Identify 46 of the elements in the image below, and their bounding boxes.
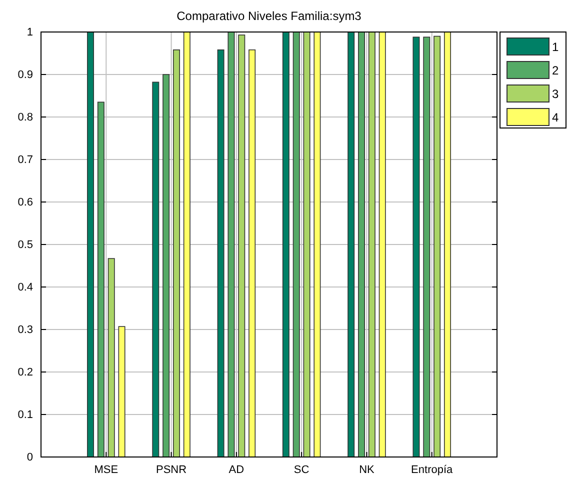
bar bbox=[162, 74, 170, 458]
y-tick-label: 0 bbox=[26, 452, 33, 464]
legend-label: 2 bbox=[552, 64, 559, 78]
y-tick-label: 0.4 bbox=[18, 282, 33, 294]
y-tick-label: 0.2 bbox=[18, 366, 33, 379]
legend-label: 4 bbox=[552, 110, 559, 124]
y-tick-label: 0.5 bbox=[18, 239, 33, 252]
legend-label: 3 bbox=[552, 87, 559, 101]
x-tick-label: PSNR bbox=[156, 464, 187, 476]
bar bbox=[423, 36, 430, 458]
x-tick-label: MSE bbox=[94, 464, 118, 476]
y-tick-label: 0.3 bbox=[18, 324, 33, 336]
chart-title: Comparativo Niveles Familia:sym3 bbox=[176, 9, 362, 23]
x-tick-label: SC bbox=[294, 464, 310, 476]
y-tick-label: 0.9 bbox=[18, 69, 33, 82]
bar bbox=[412, 36, 420, 458]
bar bbox=[108, 258, 115, 458]
bar bbox=[183, 32, 190, 458]
bar bbox=[238, 34, 246, 458]
bar bbox=[118, 326, 126, 458]
x-tick-label: NK bbox=[359, 464, 376, 476]
legend-label: 1 bbox=[552, 40, 559, 54]
bar bbox=[378, 32, 386, 458]
bar bbox=[248, 49, 256, 458]
bar bbox=[173, 49, 180, 458]
bar bbox=[228, 32, 235, 458]
bar bbox=[314, 32, 321, 458]
bar bbox=[282, 32, 290, 458]
bar bbox=[368, 32, 376, 458]
x-tick-label: AD bbox=[228, 464, 244, 476]
x-tick-label: Entropía bbox=[411, 464, 454, 476]
bar bbox=[358, 32, 365, 458]
y-tick-label: 0.8 bbox=[18, 112, 33, 124]
bar bbox=[434, 36, 441, 458]
bar bbox=[87, 32, 94, 458]
y-tick-label: 0.7 bbox=[18, 154, 33, 166]
bar bbox=[292, 32, 300, 458]
bar bbox=[444, 32, 451, 458]
bar bbox=[217, 49, 224, 458]
bar bbox=[152, 82, 160, 458]
bar bbox=[303, 32, 310, 458]
y-tick-label: 1 bbox=[26, 26, 33, 39]
bar bbox=[348, 32, 355, 458]
bar bbox=[97, 102, 104, 458]
y-tick-label: 0.1 bbox=[18, 409, 33, 422]
y-tick-label: 0.6 bbox=[18, 196, 33, 209]
